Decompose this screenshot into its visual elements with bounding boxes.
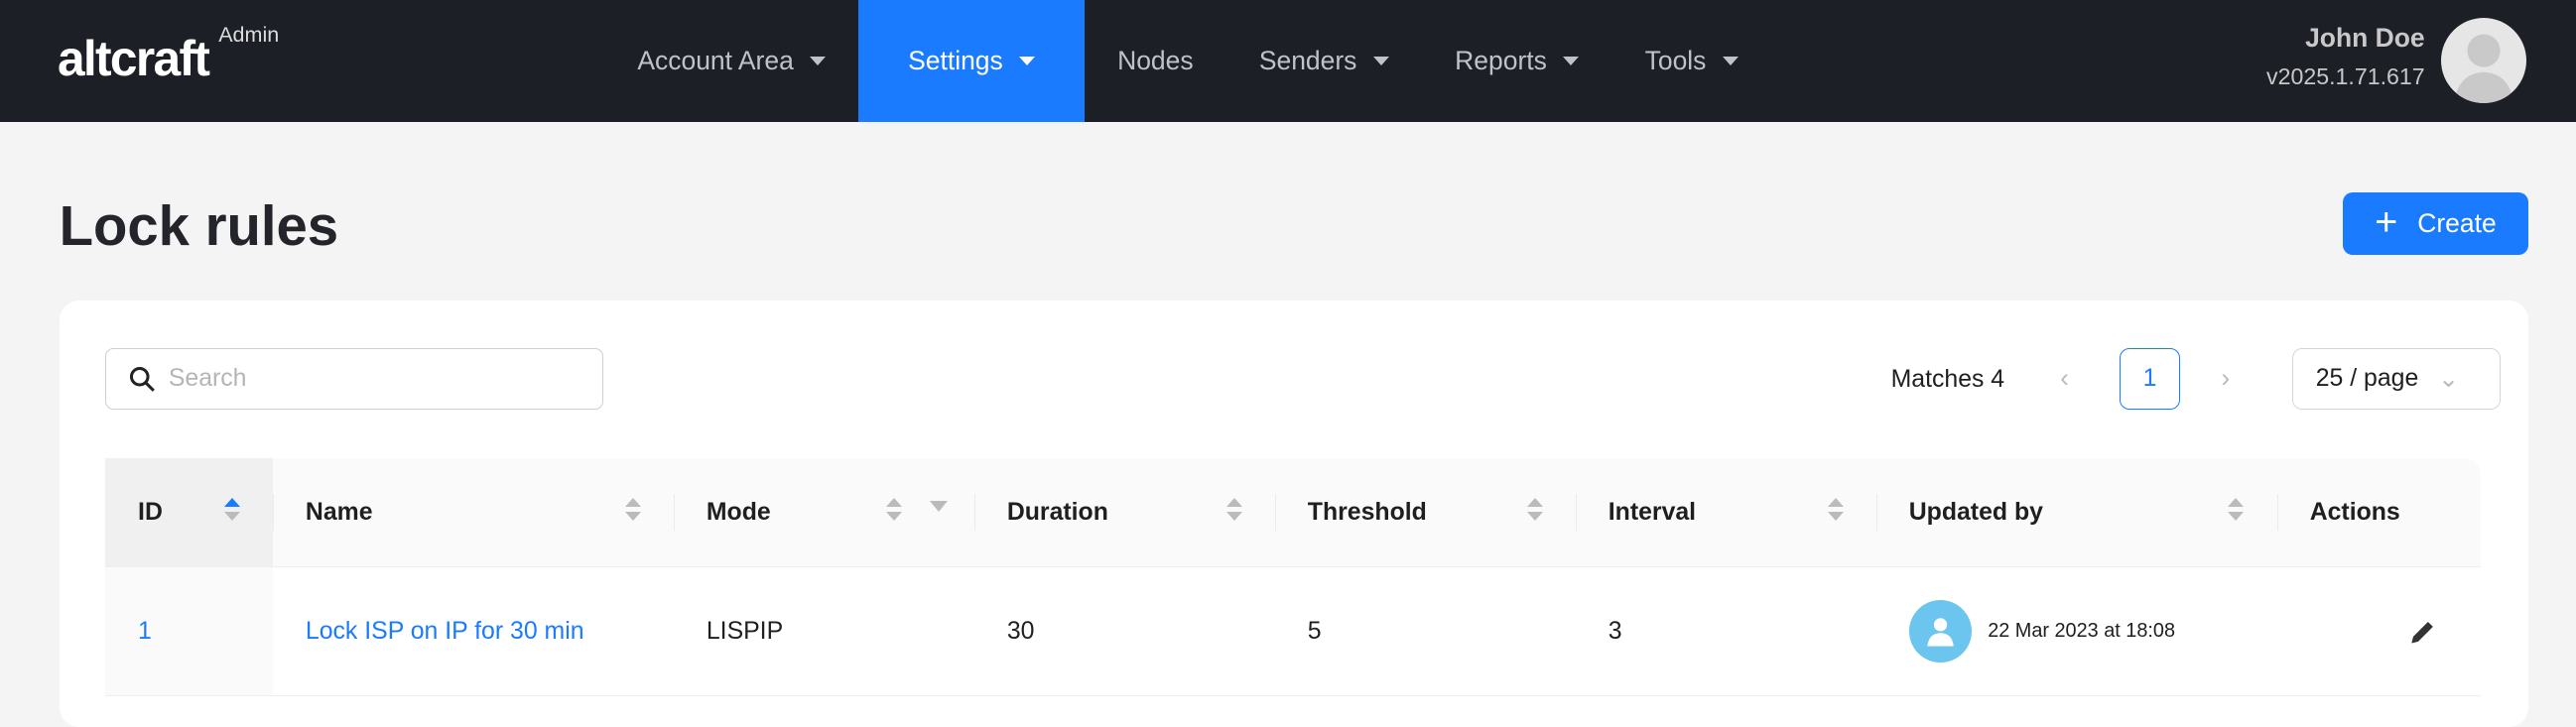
cell-interval: 3 bbox=[1608, 617, 1622, 645]
search-icon bbox=[130, 366, 155, 392]
cell-updated: 22 Mar 2023 at 18:08 bbox=[1876, 567, 2277, 695]
prev-page-button[interactable]: ‹ bbox=[2060, 362, 2069, 393]
user-avatar[interactable] bbox=[2441, 18, 2527, 104]
cell-mode: LISPIP bbox=[706, 617, 784, 645]
caret-down-icon bbox=[1019, 56, 1036, 66]
column-header-interval[interactable]: Interval bbox=[1575, 458, 1876, 566]
user-info[interactable]: John Doe v2025.1.71.617 bbox=[2266, 23, 2425, 90]
nav-nodes[interactable]: Nodes bbox=[1117, 45, 1194, 75]
column-header-id[interactable]: ID bbox=[104, 457, 273, 567]
sort-icon[interactable] bbox=[624, 496, 641, 522]
sort-icon[interactable] bbox=[1827, 496, 1844, 522]
sort-icon[interactable] bbox=[223, 496, 240, 522]
main-nav: Account Area Settings Nodes Senders Reports T… bbox=[604, 0, 1771, 122]
chevron-down-icon: ⌄ bbox=[2438, 365, 2459, 393]
sort-icon[interactable] bbox=[1526, 496, 1543, 522]
sort-icon[interactable] bbox=[885, 496, 902, 522]
plus-icon: + bbox=[2375, 200, 2398, 245]
nav-account-area[interactable]: Account Area bbox=[604, 0, 858, 122]
user-name: John Doe bbox=[2305, 23, 2425, 54]
nav-tools[interactable]: Tools bbox=[1612, 0, 1772, 122]
table-row: 1 Lock ISP on IP for 30 min LISPIP 30 5 3 22 M… bbox=[104, 567, 2481, 697]
top-bar: altcraft Admin Account Area Settings Nodes S… bbox=[0, 0, 2576, 122]
caret-down-icon bbox=[1722, 56, 1739, 66]
column-header-duration[interactable]: Duration bbox=[973, 458, 1275, 566]
lock-rules-card: Search Matches 4 ‹ 1 › 25 / page ⌄ ID Name… bbox=[59, 300, 2528, 727]
column-header-name[interactable]: Name bbox=[272, 458, 674, 566]
app-version: v2025.1.71.617 bbox=[2265, 63, 2425, 90]
caret-down-icon bbox=[1372, 56, 1389, 66]
nav-reports[interactable]: Reports bbox=[1422, 0, 1611, 122]
caret-down-icon bbox=[810, 56, 827, 66]
page-size-select[interactable]: 25 / page ⌄ bbox=[2291, 347, 2502, 410]
page-1-button[interactable]: 1 bbox=[2119, 347, 2181, 410]
altcraft-logo[interactable]: altcraft Admin bbox=[57, 22, 280, 86]
cell-threshold: 5 bbox=[1307, 617, 1322, 645]
create-button[interactable]: + Create bbox=[2342, 191, 2528, 255]
cell-name[interactable]: Lock ISP on IP for 30 min bbox=[305, 617, 584, 645]
cell-duration: 30 bbox=[1006, 617, 1035, 645]
column-header-mode[interactable]: Mode bbox=[673, 458, 974, 566]
column-header-threshold[interactable]: Threshold bbox=[1274, 458, 1576, 566]
search-input[interactable]: Search bbox=[104, 347, 603, 410]
lock-rules-table: ID Name Mode Duration Threshold Interval Updat… bbox=[104, 457, 2481, 697]
page-title: Lock rules bbox=[59, 194, 339, 258]
user-avatar-icon bbox=[1908, 600, 1972, 664]
sort-icon[interactable] bbox=[1225, 496, 1242, 522]
admin-badge: Admin bbox=[218, 22, 280, 47]
next-page-button[interactable]: › bbox=[2221, 362, 2231, 393]
pencil-icon bbox=[2411, 621, 2433, 644]
caret-down-icon bbox=[1563, 56, 1580, 66]
column-header-updated-by[interactable]: Updated by bbox=[1875, 458, 2277, 566]
person-silhouette-icon bbox=[2454, 34, 2514, 104]
sort-icon[interactable] bbox=[2228, 496, 2245, 522]
filter-icon[interactable] bbox=[930, 500, 949, 512]
column-header-actions: Actions bbox=[2276, 458, 2481, 566]
nav-senders[interactable]: Senders bbox=[1226, 0, 1422, 122]
matches-count: Matches 4 bbox=[1890, 366, 2005, 394]
table-header: ID Name Mode Duration Threshold Interval Updat… bbox=[104, 457, 2481, 568]
nav-settings[interactable]: Settings bbox=[858, 0, 1085, 122]
edit-button[interactable] bbox=[2277, 567, 2481, 695]
cell-id[interactable]: 1 bbox=[104, 567, 273, 696]
